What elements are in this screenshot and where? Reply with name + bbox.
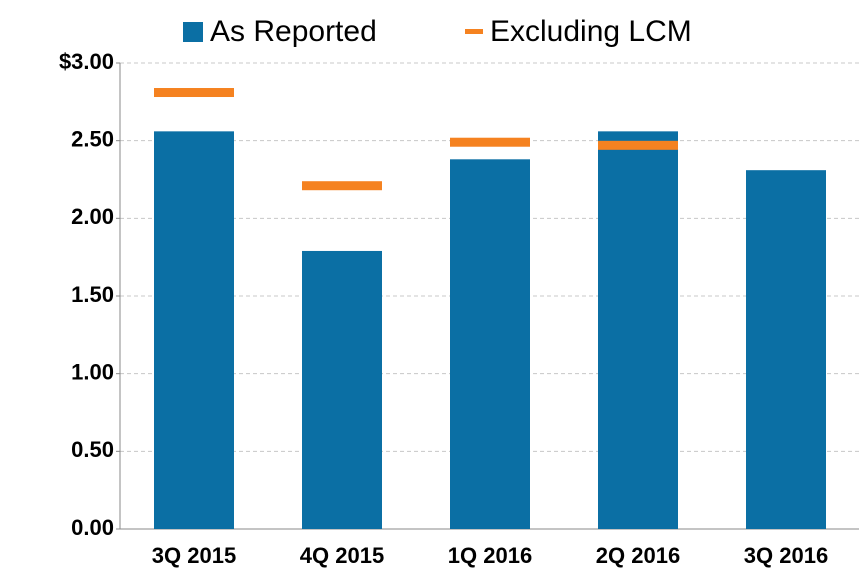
- y-tick-label: $3.00: [59, 49, 114, 74]
- dash-marker: [154, 88, 234, 98]
- bar: [450, 159, 530, 529]
- dash-marker: [302, 181, 382, 191]
- y-tick-label: 0.50: [71, 437, 114, 462]
- legend-swatch: [465, 29, 483, 34]
- legend-label: As Reported: [210, 15, 377, 48]
- x-tick-label: 4Q 2015: [300, 543, 384, 568]
- bar: [154, 131, 234, 529]
- y-tick-label: 1.00: [71, 359, 114, 384]
- y-tick-label: 1.50: [71, 282, 114, 307]
- legend-label: Excluding LCM: [490, 15, 692, 48]
- x-tick-label: 1Q 2016: [448, 543, 532, 568]
- y-tick-label: 2.00: [71, 204, 114, 229]
- bar: [302, 250, 382, 529]
- x-tick-label: 3Q 2015: [152, 543, 236, 568]
- x-tick-label: 2Q 2016: [596, 543, 680, 568]
- legend-swatch: [183, 22, 203, 42]
- dash-marker: [598, 140, 678, 150]
- y-tick-label: 0.00: [71, 515, 114, 540]
- bar: [598, 131, 678, 529]
- bar: [746, 170, 826, 529]
- dash-marker: [450, 137, 530, 147]
- y-tick-label: 2.50: [71, 126, 114, 151]
- x-tick-label: 3Q 2016: [744, 543, 828, 568]
